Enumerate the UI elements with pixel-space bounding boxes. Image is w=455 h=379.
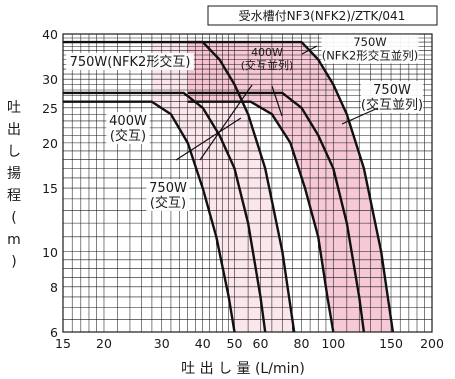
y-tick-label: 10 — [42, 245, 58, 260]
shaded-single-region — [63, 42, 295, 332]
y-tick-label: 40 — [42, 27, 58, 42]
series-label-bg — [321, 34, 419, 64]
series-curve — [63, 100, 236, 333]
series-label-bg — [146, 179, 190, 211]
series-curve — [63, 40, 296, 333]
x-tick-label: 30 — [154, 336, 170, 351]
series-label: 750W(NFK2形交互) — [70, 54, 191, 70]
series-label-leader — [301, 45, 318, 55]
x-tick-label: 150 — [379, 336, 403, 351]
chart-title: 受水槽付NF3(NFK2)/ZTK/041 — [239, 9, 406, 23]
series-label-leader — [175, 117, 242, 161]
series-curve — [187, 40, 395, 333]
x-tick-label: 15 — [55, 336, 71, 351]
y-axis-label-char: ) — [11, 254, 16, 270]
series-curve — [187, 91, 366, 333]
y-tick-label: 25 — [42, 101, 58, 116]
series-curve — [187, 100, 335, 333]
shaded-parallel-region — [187, 42, 393, 332]
curve-layer — [63, 40, 395, 333]
series-label: 400W — [251, 46, 283, 59]
series-label: 750W — [149, 181, 187, 196]
series-label: 400W — [109, 114, 147, 129]
x-tick-label: 50 — [227, 336, 243, 351]
series-label-layer: 400W(交互)750W(交互)750W(NFK2形交互)400W(交互並列)7… — [66, 34, 424, 211]
series-label: (交互) — [150, 195, 186, 211]
y-axis-label-char: 吐 — [7, 100, 21, 116]
y-tick-label: 15 — [42, 181, 58, 196]
y-tick-label: 30 — [42, 72, 58, 87]
x-tick-label: 200 — [420, 336, 444, 351]
series-label-bg — [106, 112, 150, 144]
title-box — [207, 5, 438, 26]
series-label: (交互並列) — [241, 58, 294, 72]
series-label-leader — [341, 107, 379, 125]
y-axis-label-char: 出 — [7, 122, 21, 138]
series-label: (交互) — [110, 128, 146, 144]
x-axis-label: 吐 出 し 量 (L/min) — [181, 361, 305, 377]
x-tick-label: 80 — [294, 336, 310, 351]
series-label: (交互並列) — [361, 97, 423, 113]
x-tick-label: 60 — [253, 336, 269, 351]
y-axis-label-char: し — [7, 144, 21, 160]
y-tick-label: 6 — [50, 325, 58, 340]
y-tick-label: 20 — [42, 136, 58, 151]
series-label: (NFK2形交互並列) — [322, 49, 419, 63]
series-label-bg — [66, 53, 194, 70]
series-label: 750W — [373, 83, 411, 98]
series-label-leader — [271, 85, 283, 117]
shaded-region-layer — [63, 42, 393, 332]
series-curve — [63, 91, 267, 333]
y-axis-label-char: 程 — [7, 188, 21, 204]
x-tick-label: 40 — [195, 336, 211, 351]
x-tick-label: 20 — [96, 336, 112, 351]
x-tick-label: 100 — [321, 336, 345, 351]
tick-label-layer: 15 20 30 40 50 60 80 100 150 200 6 8 10 15 20 25 30 40 — [42, 27, 444, 351]
series-label-leader — [199, 84, 253, 161]
y-tick-label: 8 — [50, 280, 58, 295]
plot-frame — [62, 33, 433, 333]
y-axis-label-char: m — [7, 232, 21, 248]
y-axis-label-char: 揚 — [7, 165, 21, 182]
y-axis-label-char: ( — [11, 210, 16, 226]
series-label: 750W — [353, 35, 386, 49]
series-label-bg — [360, 81, 424, 113]
